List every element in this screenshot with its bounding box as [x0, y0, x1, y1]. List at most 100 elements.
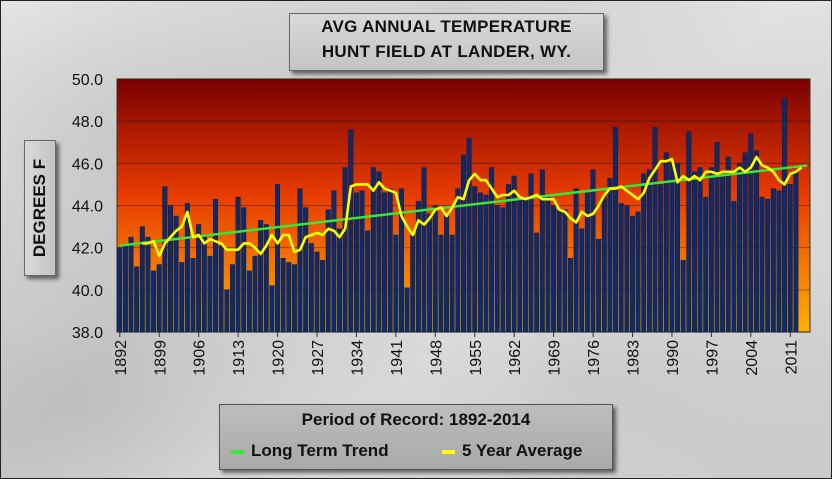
- bar-1936: [365, 230, 371, 333]
- bar-1997: [708, 167, 714, 333]
- bar-1942: [399, 188, 404, 333]
- bar-1969: [551, 205, 557, 333]
- bar-1970: [556, 209, 562, 333]
- bar-1995: [697, 167, 703, 333]
- legend-trend-label: Long Term Trend: [251, 441, 389, 460]
- bar-1900: [162, 186, 168, 333]
- bar-1933: [348, 129, 354, 333]
- bar-1975: [584, 192, 590, 333]
- bar-2009: [776, 190, 782, 333]
- bar-1973: [573, 188, 579, 333]
- bar-1961: [506, 184, 511, 333]
- bar-1925: [303, 207, 309, 333]
- bar-1974: [579, 228, 585, 333]
- bar-1958: [489, 167, 495, 333]
- bar-1960: [500, 207, 506, 333]
- bar-2002: [737, 163, 742, 333]
- bar-1948: [432, 205, 438, 333]
- temperature-chart: 38.0 40.0 42.0 44.0 46.0 48.0 50.0 1892 1899 1906…: [72, 72, 811, 376]
- bar-1898: [151, 270, 157, 333]
- bar-1999: [720, 175, 726, 333]
- bar-1911: [224, 289, 230, 333]
- bar-1938: [376, 171, 382, 333]
- bar-1996: [703, 196, 709, 333]
- bar-1952: [455, 188, 461, 333]
- bar-2007: [765, 198, 771, 333]
- bar-1971: [562, 209, 568, 333]
- trend-swatch-icon: [231, 449, 244, 454]
- bar-2006: [759, 196, 765, 333]
- bar-1927: [314, 251, 320, 333]
- chart-title-line1: AVG ANNUAL TEMPERATURE: [321, 17, 572, 36]
- bar-1992: [680, 260, 686, 333]
- bar-1956: [477, 192, 483, 333]
- bar-1926: [308, 243, 314, 333]
- bar-1905: [190, 258, 196, 333]
- y-tick-label: 46.0: [72, 156, 103, 173]
- bar-1964: [522, 196, 528, 333]
- x-tick-label: 1920: [271, 340, 288, 376]
- y-tick-label: 38.0: [72, 325, 103, 342]
- bar-1919: [269, 285, 275, 333]
- bar-1980: [613, 127, 619, 333]
- bar-1922: [286, 262, 292, 333]
- bar-1895: [134, 266, 140, 333]
- bar-1968: [545, 194, 551, 333]
- bar-1909: [213, 198, 219, 333]
- bar-1896: [139, 226, 145, 333]
- bar-1928: [320, 260, 326, 333]
- bar-1979: [607, 177, 613, 333]
- bar-1901: [168, 205, 173, 333]
- bar-1914: [241, 207, 247, 333]
- bar-1954: [466, 137, 472, 333]
- x-tick-label: 1906: [192, 340, 209, 376]
- x-tick-label: 1976: [586, 340, 603, 376]
- bar-1903: [179, 262, 185, 333]
- legend-item-5yr: 5 Year Average: [442, 441, 582, 461]
- legend-item-trend: Long Term Trend: [231, 441, 389, 461]
- bar-1940: [387, 188, 393, 333]
- bar-1908: [207, 255, 213, 333]
- x-tick-label: 1892: [113, 340, 130, 376]
- bar-1923: [291, 264, 297, 333]
- y-tick-label: 40.0: [72, 283, 103, 300]
- bar-1963: [517, 198, 523, 333]
- bar-1947: [427, 213, 433, 333]
- bar-1966: [534, 232, 540, 333]
- bar-1934: [353, 192, 359, 333]
- x-tick-label: 1934: [349, 340, 366, 376]
- bar-1988: [658, 184, 664, 333]
- x-tick-label: 1983: [626, 340, 643, 376]
- bar-1993: [686, 131, 692, 333]
- bar-1915: [246, 270, 252, 333]
- bar-1994: [691, 171, 697, 333]
- bar-1957: [483, 194, 489, 333]
- five-year-average-line: [142, 155, 803, 258]
- bar-1978: [601, 196, 607, 333]
- bar-1982: [624, 205, 630, 333]
- bar-1998: [714, 142, 720, 333]
- legend-box: Period of Record: 1892-2014 Long Term Tr…: [219, 404, 613, 470]
- bar-2012: [793, 171, 799, 333]
- bar-2000: [725, 156, 731, 333]
- bar-1897: [145, 236, 151, 333]
- bar-2001: [731, 201, 737, 333]
- bar-1945: [415, 201, 421, 333]
- bar-1892: [117, 247, 123, 333]
- bar-1991: [675, 163, 681, 333]
- bar-1917: [258, 220, 264, 333]
- y-tick-label: 48.0: [72, 114, 103, 131]
- bar-1949: [438, 234, 444, 333]
- x-tick-label: 1997: [704, 340, 721, 376]
- bar-1935: [359, 190, 365, 333]
- x-tick-label: 1990: [665, 340, 682, 376]
- bar-1906: [196, 224, 202, 333]
- bar-1899: [156, 264, 162, 333]
- bar-1987: [652, 127, 658, 333]
- bar-2010: [782, 97, 788, 333]
- bar-1955: [472, 186, 478, 333]
- bar-1983: [630, 215, 635, 333]
- x-tick-label: 1941: [389, 340, 406, 376]
- bar-1921: [280, 258, 286, 333]
- chart-title-box: AVG ANNUAL TEMPERATURE HUNT FIELD AT LAN…: [289, 13, 604, 71]
